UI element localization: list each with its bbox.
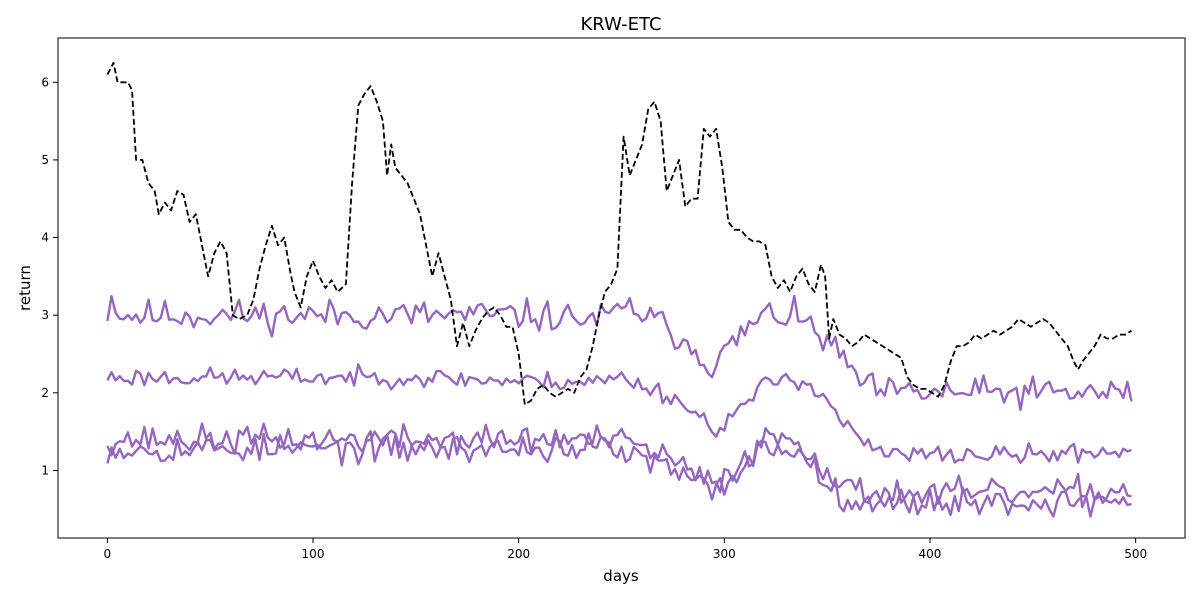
x-tick-label: 100 <box>302 547 325 561</box>
plot-frame <box>57 37 1186 539</box>
series-layer <box>106 61 1133 518</box>
chart-title: KRW-ETC <box>580 14 661 35</box>
x-axis: 0 100 200 300 400 500 <box>104 538 1147 561</box>
x-tick-label: 400 <box>919 547 942 561</box>
simulation-series-line-1 <box>106 294 1133 412</box>
y-tick-label: 3 <box>41 308 49 322</box>
y-tick-label: 5 <box>41 153 49 167</box>
x-axis-label: days <box>603 567 639 585</box>
y-axis: 1 2 3 4 5 6 <box>41 75 58 477</box>
simulation-series-line-2 <box>106 363 1132 464</box>
x-tick-label: 300 <box>713 547 736 561</box>
y-tick-label: 2 <box>41 386 49 400</box>
x-tick-label: 0 <box>104 547 112 561</box>
y-tick-label: 1 <box>41 463 49 477</box>
x-tick-label: 200 <box>507 547 530 561</box>
benchmark-series-line <box>106 61 1132 406</box>
y-tick-label: 4 <box>41 231 49 245</box>
y-tick-label: 6 <box>41 75 49 89</box>
y-axis-label: return <box>16 265 34 311</box>
x-tick-label: 500 <box>1124 547 1147 561</box>
simulation-series-line-4 <box>106 430 1132 518</box>
